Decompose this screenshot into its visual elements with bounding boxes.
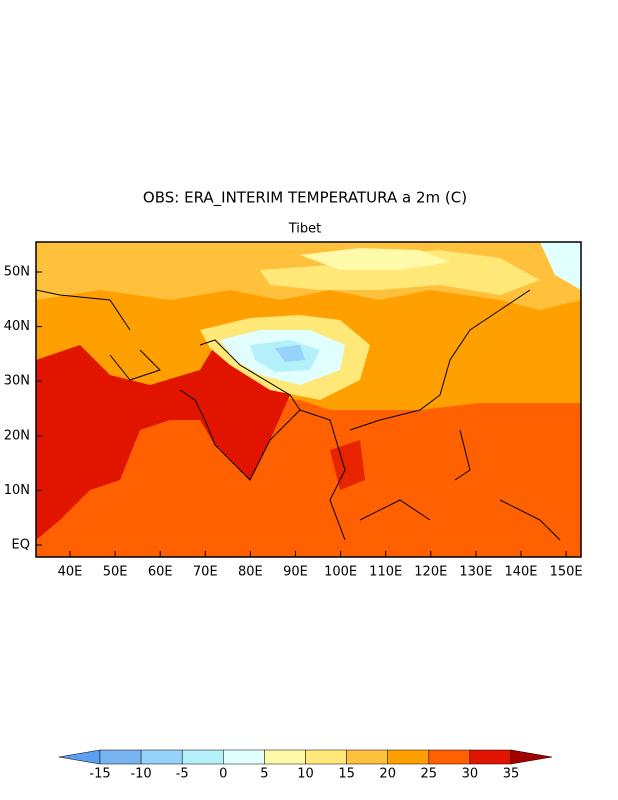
lon-label: 60E — [148, 565, 173, 580]
colorbar-label: 35 — [503, 767, 520, 782]
lon-label: 130E — [459, 565, 492, 580]
lat-label: EQ — [12, 538, 30, 553]
colorbar-label: 15 — [338, 767, 355, 782]
colorbar-label: 10 — [297, 767, 314, 782]
lon-label: 140E — [504, 565, 537, 580]
lat-label: 30N — [4, 374, 30, 389]
colorbar-label: 20 — [379, 767, 396, 782]
title: OBS: ERA_INTERIM TEMPERATURA a 2m (C) — [143, 189, 467, 208]
colorbar-arrow-low — [58, 749, 101, 765]
lon-label: 150E — [550, 565, 583, 580]
map-field — [36, 242, 581, 557]
lon-label: 70E — [193, 565, 218, 580]
lat-label: 10N — [4, 483, 30, 498]
colorbar-box — [469, 749, 512, 765]
colorbar-arrow-high — [510, 749, 553, 765]
lat-label: 50N — [4, 265, 30, 280]
lat-label: 20N — [4, 428, 30, 443]
colorbar-label: -5 — [176, 767, 189, 782]
lat-label: 40N — [4, 319, 30, 334]
lon-label: 110E — [369, 565, 402, 580]
subtitle: Tibet — [288, 222, 322, 237]
axes: 40E 50E 60E 70E 80E 90E 100E 110E 120E 130E 140E 15… — [4, 265, 583, 580]
colorbar-box — [305, 749, 347, 765]
colorbar-box — [99, 749, 142, 765]
lon-label: 40E — [58, 565, 83, 580]
colorbar-box — [140, 749, 183, 765]
colorbar-box — [264, 749, 306, 765]
colorbar: -15 -10 -5 0 5 10 15 20 25 30 35 — [58, 749, 553, 782]
colorbar-label: -10 — [130, 767, 151, 782]
colorbar-label: -15 — [89, 767, 110, 782]
lon-label: 90E — [283, 565, 308, 580]
colorbar-label: 25 — [421, 767, 438, 782]
lon-label: 120E — [414, 565, 447, 580]
map-frame — [35, 241, 582, 558]
colorbar-box — [223, 749, 265, 765]
colorbar-label: 0 — [219, 767, 227, 782]
lon-label: 80E — [238, 565, 263, 580]
lon-label: 50E — [103, 565, 128, 580]
colorbar-box — [428, 749, 471, 765]
colorbar-box — [346, 749, 388, 765]
colorbar-box — [181, 749, 224, 765]
lon-label: 100E — [324, 565, 357, 580]
colorbar-box — [387, 749, 430, 765]
colorbar-label: 30 — [462, 767, 479, 782]
colorbar-label: 5 — [260, 767, 268, 782]
